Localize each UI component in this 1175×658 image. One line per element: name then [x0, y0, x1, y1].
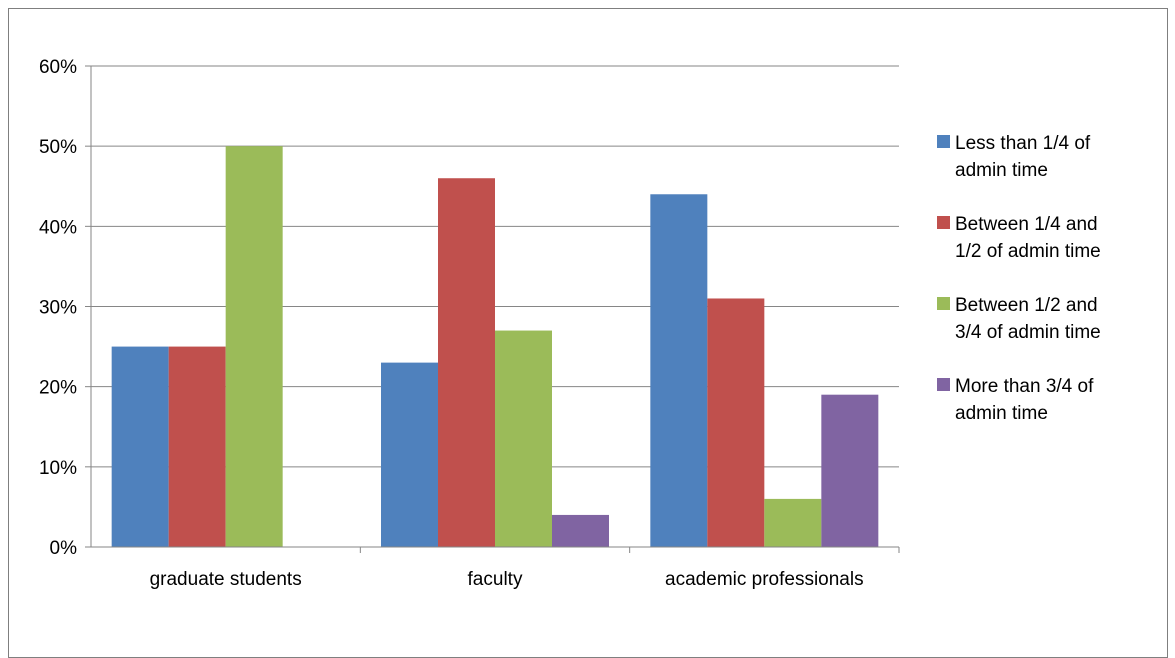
bar [225, 146, 283, 547]
legend-entry: More than 3/4 of admin time [955, 376, 1094, 424]
bar [764, 498, 822, 547]
legend-swatch [937, 135, 950, 148]
chart-frame: 0% 10% 20% 30% 40% 50% 60% graduate students fac… [8, 8, 1168, 658]
y-tick-label: 40% [39, 217, 77, 238]
legend-entry: Between 1/2 and 3/4 of admin time [955, 295, 1101, 343]
legend-swatch [937, 297, 950, 310]
legend-swatch [937, 216, 950, 229]
legend-entry: Less than 1/4 of admin time [955, 133, 1091, 181]
y-tick-label: 60% [39, 57, 77, 78]
y-tick-label: 0% [50, 538, 78, 559]
bar [707, 298, 765, 547]
bar [650, 194, 708, 547]
y-tick-label: 30% [39, 298, 77, 319]
bar [438, 178, 495, 547]
y-tick-label: 20% [39, 378, 77, 399]
y-tick-label: 50% [39, 137, 77, 158]
y-tick-label: 10% [39, 458, 77, 479]
bar [111, 346, 169, 547]
x-tick-label: academic professionals [665, 569, 864, 590]
legend-entry: Between 1/4 and 1/2 of admin time [955, 214, 1101, 262]
legend-swatch [937, 378, 950, 391]
x-tick-label: graduate students [150, 569, 302, 590]
bar-chart: 0% 10% 20% 30% 40% 50% 60% graduate students fac… [39, 57, 1101, 590]
bar [821, 394, 879, 547]
bar [381, 362, 438, 547]
axes: 0% 10% 20% 30% 40% 50% 60% graduate students fac… [39, 57, 900, 590]
bars [111, 146, 879, 547]
legend: Less than 1/4 of admin time Between 1/4 an… [937, 133, 1101, 424]
x-tick-label: faculty [468, 569, 523, 590]
bar [552, 514, 609, 547]
bar [168, 346, 226, 547]
bar [495, 330, 552, 547]
